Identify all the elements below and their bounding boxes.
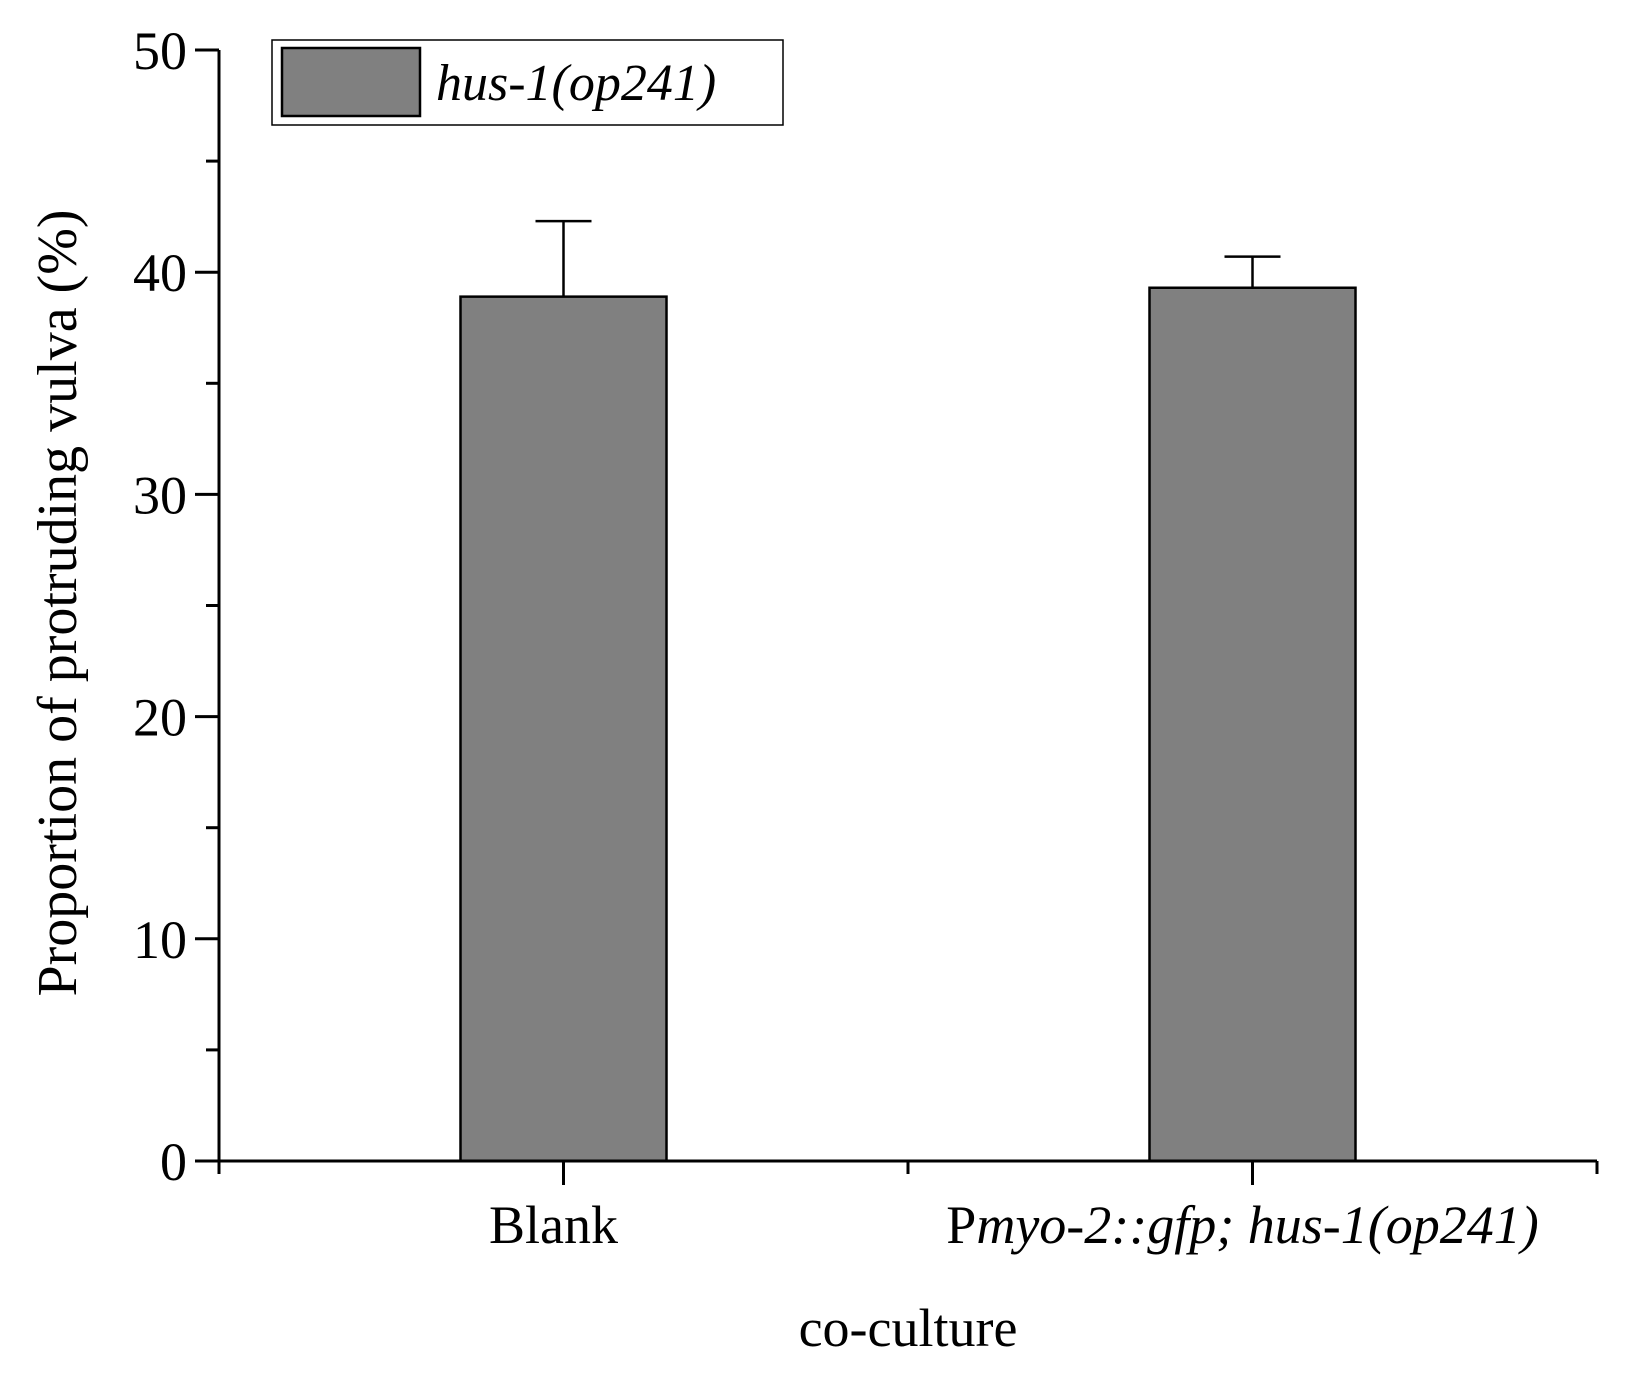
- y-tick-label: 30: [133, 465, 187, 525]
- y-tick-label: 10: [133, 910, 187, 970]
- y-axis-title: Proportion of protruding vulva (%): [27, 210, 89, 997]
- legend-label: hus-1(op241): [436, 55, 716, 112]
- legend: hus-1(op241): [271, 39, 784, 126]
- x-ticks-layer: Blank Pmyo-2::gfp; hus-1(op241): [217, 1161, 1599, 1255]
- axes-layer: [217, 50, 1597, 1163]
- x-tick-label: Blank: [489, 1195, 618, 1255]
- bars-layer: [459, 286, 1357, 1163]
- legend-swatch: [280, 46, 422, 118]
- bar-1: [459, 295, 668, 1163]
- y-tick-label: 50: [133, 21, 187, 81]
- y-tick-label: 0: [160, 1132, 187, 1192]
- error-bars-layer: [535, 219, 1281, 297]
- y-tick-label: 40: [133, 243, 187, 303]
- bar-2: [1148, 286, 1357, 1163]
- y-tick-label: 20: [133, 688, 187, 748]
- x-tick-label: Pmyo-2::gfp; hus-1(op241): [946, 1195, 1538, 1255]
- y-ticks-layer: 0 10 20 30 40 50: [133, 21, 219, 1192]
- x-axis-title: co-culture: [799, 1298, 1018, 1358]
